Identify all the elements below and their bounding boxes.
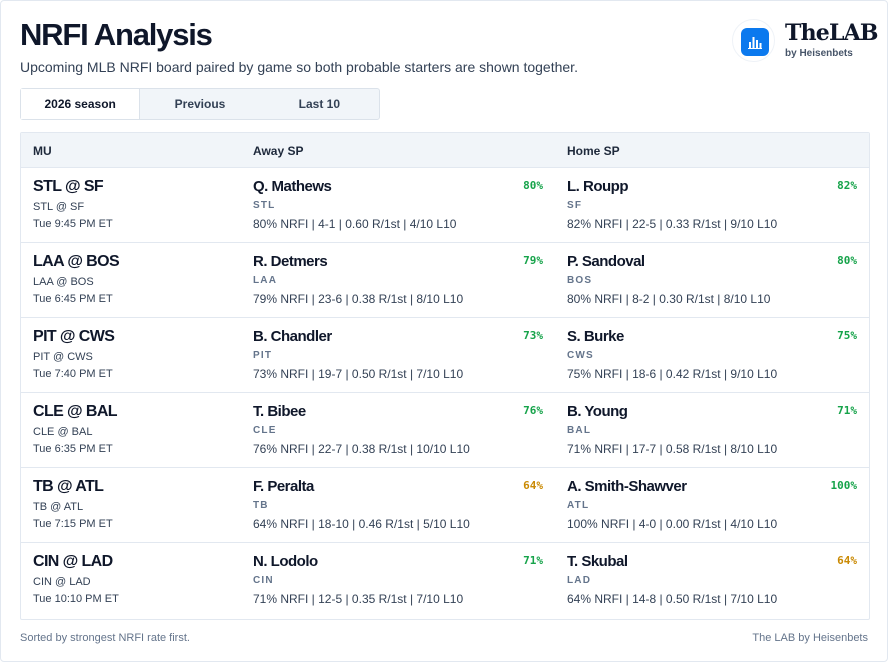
- table-row[interactable]: CIN @ LAD CIN @ LAD Tue 10:10 PM ET N. L…: [21, 543, 869, 618]
- nrfi-table: MU Away SP Home SP STL @ SF STL @ SF Tue…: [20, 132, 870, 620]
- table-row[interactable]: LAA @ BOS LAA @ BOS Tue 6:45 PM ET R. De…: [21, 243, 869, 318]
- game-time: Tue 9:45 PM ET: [33, 218, 113, 230]
- home-pitcher-name: T. Skubal: [567, 553, 628, 570]
- away-team-code: STL: [253, 200, 276, 211]
- away-nrfi-pct: 71%: [523, 554, 543, 567]
- home-team-code: SF: [567, 200, 583, 211]
- table-header: MU Away SP Home SP: [21, 133, 869, 168]
- home-nrfi-pct: 75%: [837, 329, 857, 342]
- away-team-code: PIT: [253, 350, 273, 361]
- column-header-away-sp: Away SP: [253, 144, 304, 158]
- game-time: Tue 10:10 PM ET: [33, 593, 119, 605]
- matchup-subtitle: CLE @ BAL: [33, 426, 93, 438]
- tab-last-10[interactable]: Last 10: [298, 97, 341, 111]
- away-pitcher-name: N. Lodolo: [253, 553, 318, 570]
- away-nrfi-pct: 73%: [523, 329, 543, 342]
- away-pitcher-name: Q. Mathews: [253, 178, 332, 195]
- matchup-subtitle: CIN @ LAD: [33, 576, 91, 588]
- home-stat-line: 64% NRFI | 14-8 | 0.50 R/1st | 7/10 L10: [567, 592, 778, 606]
- away-team-code: TB: [253, 500, 269, 511]
- matchup-title: LAA @ BOS: [33, 253, 120, 270]
- away-nrfi-pct: 76%: [523, 404, 543, 417]
- matchup-title: CLE @ BAL: [33, 403, 118, 420]
- home-nrfi-pct: 100%: [830, 479, 858, 492]
- matchup-subtitle: STL @ SF: [33, 201, 85, 213]
- away-nrfi-pct: 64%: [523, 479, 543, 492]
- home-stat-line: 80% NRFI | 8-2 | 0.30 R/1st | 8/10 L10: [567, 292, 771, 306]
- home-nrfi-pct: 64%: [837, 554, 857, 567]
- home-stat-line: 71% NRFI | 17-7 | 0.58 R/1st | 8/10 L10: [567, 442, 778, 456]
- column-header-home-sp: Home SP: [567, 144, 620, 158]
- game-time: Tue 7:40 PM ET: [33, 368, 113, 380]
- brand-name: TheLAB: [785, 20, 879, 46]
- home-stat-line: 100% NRFI | 4-0 | 0.00 R/1st | 4/10 L10: [567, 517, 778, 531]
- away-stat-line: 71% NRFI | 12-5 | 0.35 R/1st | 7/10 L10: [253, 592, 464, 606]
- table-row[interactable]: STL @ SF STL @ SF Tue 9:45 PM ET Q. Math…: [21, 168, 869, 243]
- game-time: Tue 6:45 PM ET: [33, 293, 113, 305]
- away-stat-line: 73% NRFI | 19-7 | 0.50 R/1st | 7/10 L10: [253, 367, 464, 381]
- away-nrfi-pct: 79%: [523, 254, 543, 267]
- home-pitcher-name: B. Young: [567, 403, 628, 420]
- table-row[interactable]: TB @ ATL TB @ ATL Tue 7:15 PM ET F. Pera…: [21, 468, 869, 543]
- away-pitcher-name: B. Chandler: [253, 328, 332, 345]
- game-time: Tue 6:35 PM ET: [33, 443, 113, 455]
- brand-badge: [732, 19, 775, 62]
- away-stat-line: 64% NRFI | 18-10 | 0.46 R/1st | 5/10 L10: [253, 517, 470, 531]
- home-team-code: LAD: [567, 575, 592, 586]
- home-stat-line: 75% NRFI | 18-6 | 0.42 R/1st | 9/10 L10: [567, 367, 778, 381]
- home-pitcher-name: A. Smith-Shawver: [567, 478, 687, 495]
- away-stat-line: 79% NRFI | 23-6 | 0.38 R/1st | 8/10 L10: [253, 292, 464, 306]
- brand-tagline: by Heisenbets: [785, 48, 853, 59]
- matchup-subtitle: TB @ ATL: [33, 501, 84, 513]
- away-team-code: CIN: [253, 575, 274, 586]
- bar-chart-icon: [741, 28, 769, 56]
- matchup-title: STL @ SF: [33, 178, 104, 195]
- home-pitcher-name: S. Burke: [567, 328, 624, 345]
- away-nrfi-pct: 80%: [523, 179, 543, 192]
- matchup-title: CIN @ LAD: [33, 553, 113, 570]
- column-header-mu: MU: [33, 144, 52, 158]
- home-team-code: BOS: [567, 275, 593, 286]
- home-pitcher-name: P. Sandoval: [567, 253, 645, 270]
- home-nrfi-pct: 82%: [837, 179, 857, 192]
- home-nrfi-pct: 80%: [837, 254, 857, 267]
- home-team-code: ATL: [567, 500, 590, 511]
- matchup-subtitle: PIT @ CWS: [33, 351, 93, 363]
- home-team-code: CWS: [567, 350, 594, 361]
- brand-logo: TheLAB by Heisenbets: [732, 19, 879, 65]
- home-stat-line: 82% NRFI | 22-5 | 0.33 R/1st | 9/10 L10: [567, 217, 778, 231]
- page-subtitle: Upcoming MLB NRFI board paired by game s…: [20, 59, 578, 75]
- away-team-code: LAA: [253, 275, 278, 286]
- home-nrfi-pct: 71%: [837, 404, 857, 417]
- season-tabs: 2026 season Previous Last 10: [20, 88, 380, 120]
- sort-note: Sorted by strongest NRFI rate first.: [20, 632, 190, 644]
- matchup-title: TB @ ATL: [33, 478, 104, 495]
- away-stat-line: 80% NRFI | 4-1 | 0.60 R/1st | 4/10 L10: [253, 217, 457, 231]
- table-row[interactable]: PIT @ CWS PIT @ CWS Tue 7:40 PM ET B. Ch…: [21, 318, 869, 393]
- game-time: Tue 7:15 PM ET: [33, 518, 113, 530]
- away-pitcher-name: T. Bibee: [253, 403, 306, 420]
- away-stat-line: 76% NRFI | 22-7 | 0.38 R/1st | 10/10 L10: [253, 442, 470, 456]
- away-pitcher-name: R. Detmers: [253, 253, 328, 270]
- page-title: NRFI Analysis: [20, 17, 213, 52]
- tab-previous[interactable]: Previous: [174, 97, 226, 111]
- away-team-code: CLE: [253, 425, 277, 436]
- tab-2026-season[interactable]: 2026 season: [21, 89, 141, 119]
- matchup-title: PIT @ CWS: [33, 328, 115, 345]
- matchup-subtitle: LAA @ BOS: [33, 276, 94, 288]
- away-pitcher-name: F. Peralta: [253, 478, 314, 495]
- home-pitcher-name: L. Roupp: [567, 178, 628, 195]
- home-team-code: BAL: [567, 425, 592, 436]
- table-row[interactable]: CLE @ BAL CLE @ BAL Tue 6:35 PM ET T. Bi…: [21, 393, 869, 468]
- footer-credit: The LAB by Heisenbets: [752, 632, 868, 644]
